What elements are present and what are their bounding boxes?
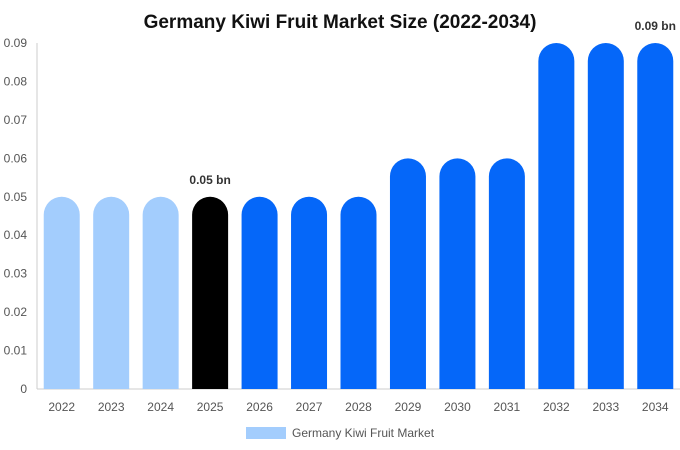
y-tick-labels: 0 0.01 0.02 0.03 0.04 0.05 0.06 0.07 0.08 0.09 — [4, 36, 28, 396]
data-labels: 0.05 bn 0.09 bn — [189, 19, 676, 187]
bar-2033[interactable] — [587, 43, 624, 389]
y-tick-label: 0.03 — [4, 267, 28, 281]
y-tick-label: 0.05 — [4, 190, 28, 204]
y-tick-label: 0.09 — [4, 36, 28, 50]
bar-2026[interactable] — [241, 196, 278, 389]
x-tick-label: 2024 — [147, 400, 174, 414]
bar-2027[interactable] — [291, 196, 328, 389]
legend-label: Germany Kiwi Fruit Market — [292, 426, 435, 440]
data-label: 0.05 bn — [189, 173, 230, 187]
x-tick-label: 2030 — [444, 400, 471, 414]
x-tick-label: 2025 — [197, 400, 224, 414]
bar-2029[interactable] — [389, 158, 426, 389]
x-tick-label: 2023 — [98, 400, 125, 414]
x-tick-label: 2029 — [395, 400, 422, 414]
x-tick-label: 2022 — [48, 400, 75, 414]
x-tick-label: 2028 — [345, 400, 372, 414]
bar-2032[interactable] — [538, 43, 575, 389]
chart-title: Germany Kiwi Fruit Market Size (2022-203… — [144, 12, 537, 33]
y-tick-label: 0.08 — [4, 74, 28, 88]
x-tick-label: 2032 — [543, 400, 570, 414]
bar-2034[interactable] — [637, 43, 674, 389]
bar-2023[interactable] — [93, 196, 130, 389]
y-tick-label: 0.02 — [4, 305, 28, 319]
x-tick-label: 2034 — [642, 400, 669, 414]
legend-swatch — [246, 427, 286, 439]
x-tick-label: 2027 — [296, 400, 323, 414]
y-tick-label: 0.06 — [4, 151, 28, 165]
bar-2022[interactable] — [43, 196, 80, 389]
y-tick-label: 0.07 — [4, 113, 28, 127]
y-tick-label: 0.01 — [4, 344, 28, 358]
x-tick-label: 2033 — [592, 400, 619, 414]
y-tick-label: 0.04 — [4, 228, 28, 242]
bars — [43, 43, 674, 389]
x-tick-label: 2031 — [494, 400, 521, 414]
bar-2030[interactable] — [439, 158, 476, 389]
bar-2025[interactable] — [192, 196, 229, 389]
legend[interactable]: Germany Kiwi Fruit Market — [246, 426, 435, 440]
bar-2031[interactable] — [488, 158, 525, 389]
bar-2024[interactable] — [142, 196, 179, 389]
x-tick-labels: 2022 2023 2024 2025 2026 2027 2028 2029 2030 2031… — [48, 400, 669, 414]
x-tick-label: 2026 — [246, 400, 273, 414]
bar-2028[interactable] — [340, 196, 377, 389]
y-tick-label: 0 — [20, 382, 27, 396]
data-label: 0.09 bn — [635, 19, 676, 33]
